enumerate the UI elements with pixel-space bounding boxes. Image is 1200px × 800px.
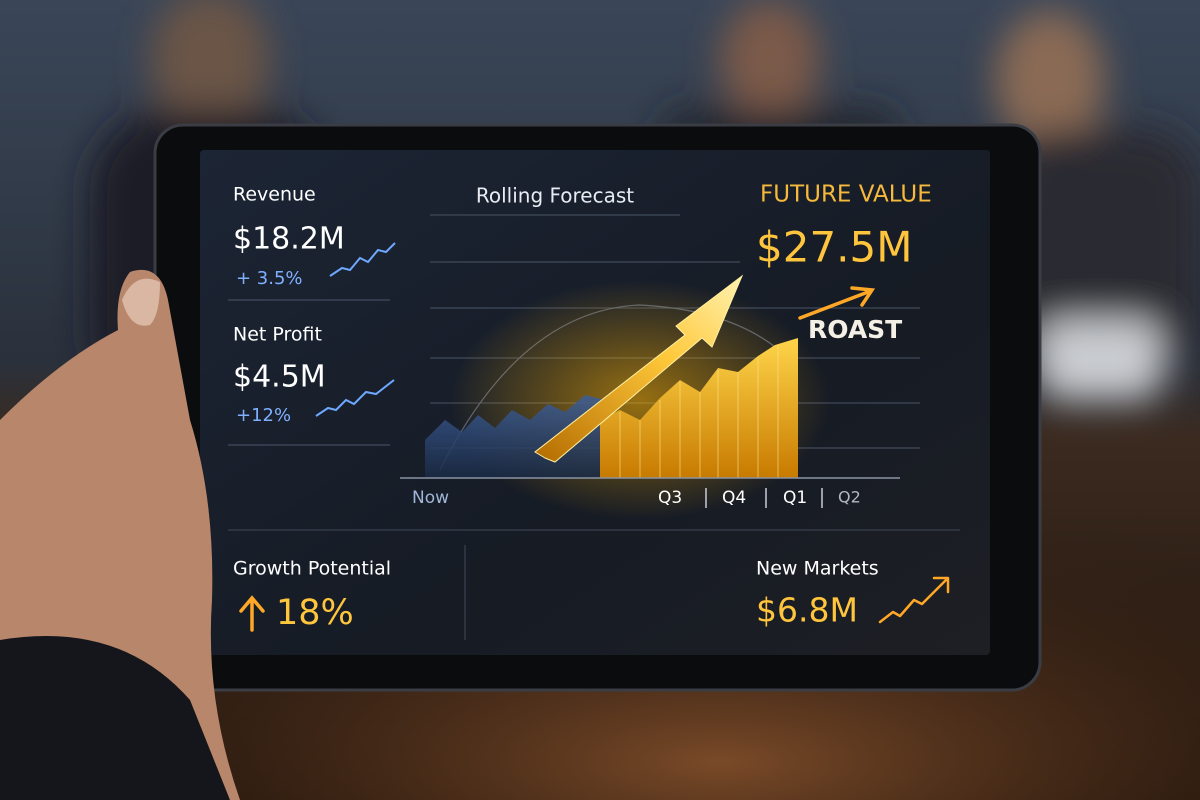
metric-label: Net Profit: [233, 324, 322, 346]
chart-title: Rolling Forecast: [476, 184, 634, 208]
metric-label: Revenue: [233, 184, 316, 206]
axis-label: Q3: [658, 488, 682, 508]
metric-change: + 3.5%: [236, 268, 303, 289]
axis-label: Q2: [838, 488, 861, 507]
forecast-area-future: [600, 338, 798, 478]
markets-arrow: [878, 576, 950, 624]
growth-arrow: [534, 274, 744, 463]
future-value: $27.5M: [756, 223, 912, 272]
thumbnail: [122, 278, 160, 326]
metric-change: +12%: [236, 405, 291, 426]
markets-label: New Markets: [756, 558, 879, 580]
sparkline: [329, 242, 396, 277]
sparkline: [315, 379, 395, 417]
future-tag: ROAST: [808, 315, 902, 344]
up-icon: [239, 595, 265, 632]
forecast-bars: [619, 345, 779, 478]
growth-value: 18%: [276, 593, 354, 633]
future-label: FUTURE VALUE: [760, 182, 932, 208]
axis-label: Now: [412, 488, 449, 508]
metric-value: $4.5M: [233, 360, 326, 395]
future-arrow: [798, 286, 876, 320]
growth-label: Growth Potential: [233, 558, 391, 580]
metric-value: $18.2M: [233, 222, 345, 257]
axis-label: Q1: [783, 488, 807, 508]
sleeve: [0, 636, 230, 800]
axis-label: Q4: [722, 488, 746, 508]
markets-value: $6.8M: [756, 591, 858, 630]
axis-separators: [705, 488, 823, 508]
